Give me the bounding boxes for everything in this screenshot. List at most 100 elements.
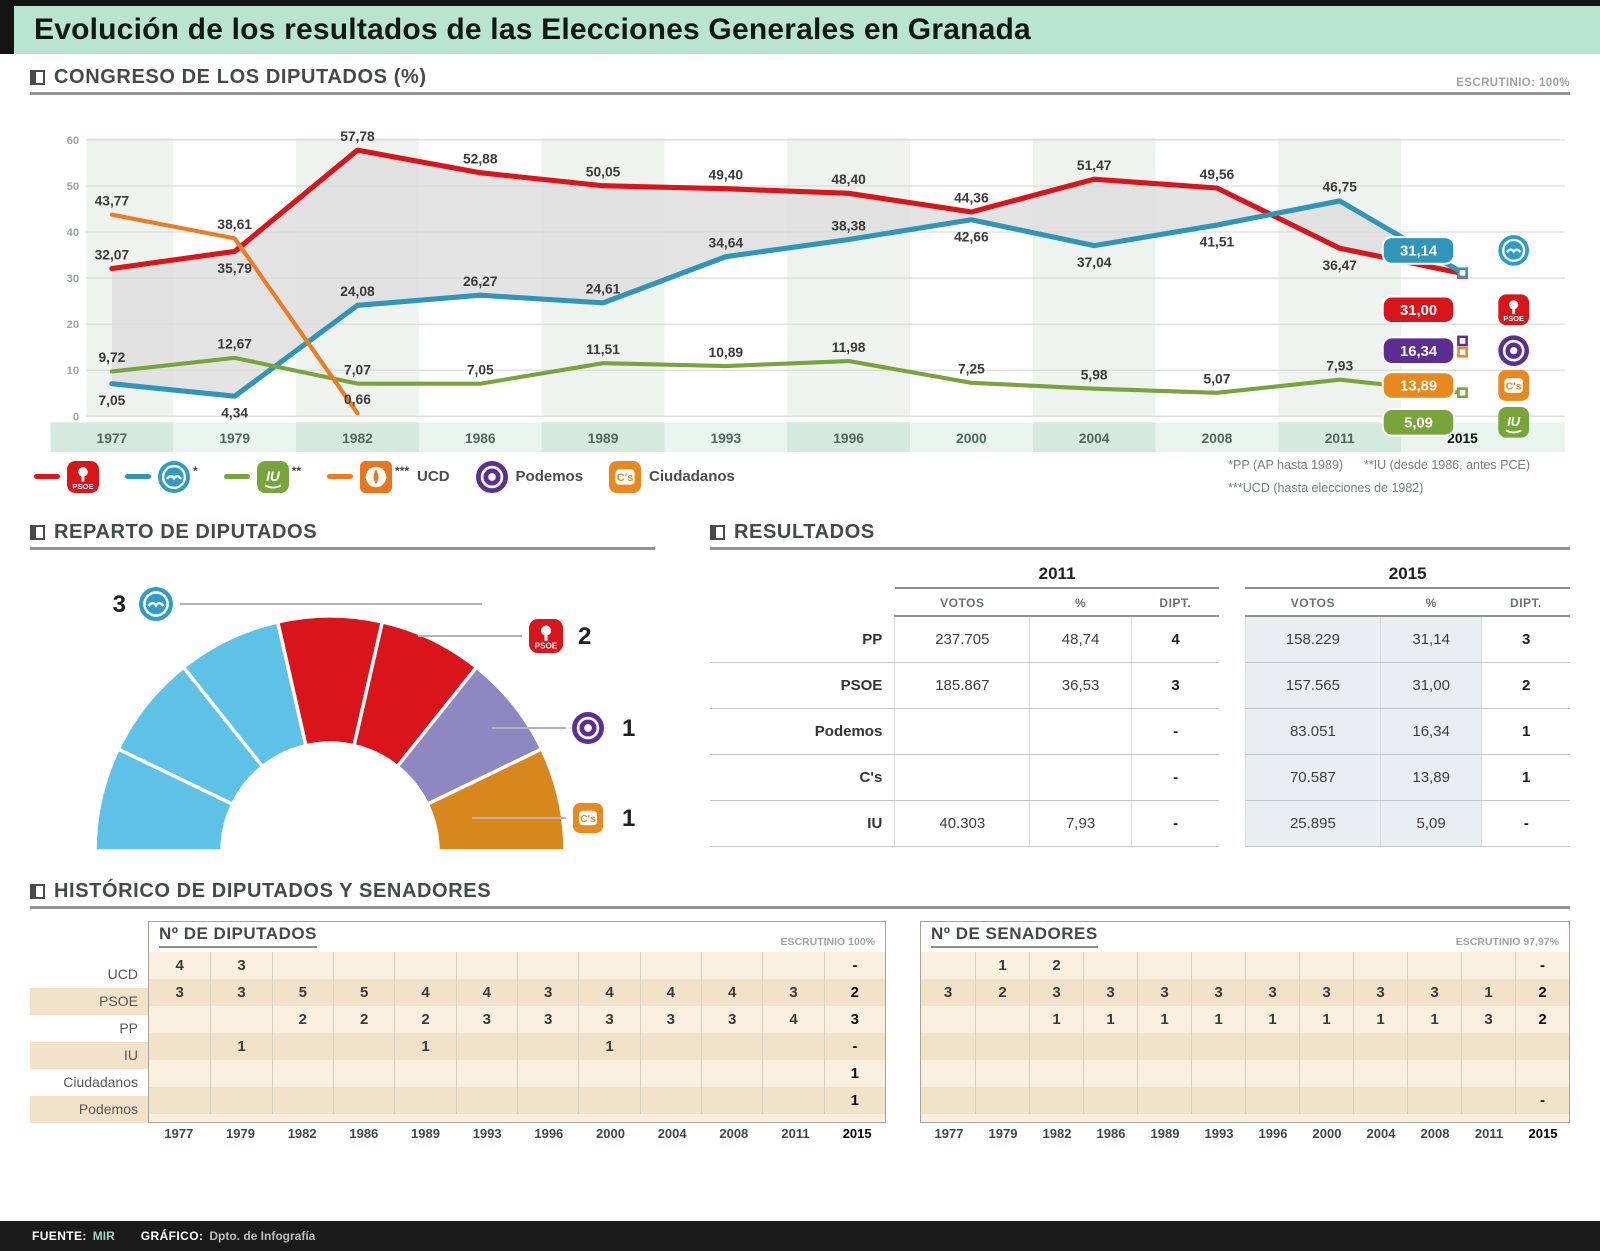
table-cell: 3 bbox=[1191, 979, 1245, 1006]
congress-heading-text: CONGRESO DE LOS DIPUTADOS (%) bbox=[54, 66, 427, 88]
table-cell bbox=[394, 1060, 455, 1087]
seat-wedge-psoe bbox=[351, 619, 479, 770]
resultados-row-psoe: PSOE 185.867 36,53 3 157.565 31,00 2 bbox=[710, 662, 1570, 709]
table-cell: 3 bbox=[1137, 979, 1191, 1006]
table-cell: - bbox=[823, 952, 885, 979]
table-cell bbox=[700, 1033, 762, 1060]
legend-asterisks: * bbox=[193, 463, 198, 478]
historico-section-title: HISTÓRICO DE DIPUTADOS Y SENADORES bbox=[30, 880, 491, 903]
svg-text:26,27: 26,27 bbox=[463, 273, 498, 289]
table-cell bbox=[1029, 1033, 1083, 1060]
svg-text:C's: C's bbox=[617, 472, 634, 484]
year-label: 1996 bbox=[1258, 1126, 1288, 1141]
svg-text:10: 10 bbox=[67, 365, 80, 377]
legend-item-ciudadanos: C's Ciudadanos bbox=[609, 460, 735, 493]
table-cell: 2 bbox=[823, 979, 885, 1006]
svg-text:11,98: 11,98 bbox=[832, 339, 866, 355]
year-group-header: 2015 bbox=[1245, 560, 1570, 589]
footnote-iu: **IU (desde 1986, antes PCE) bbox=[1363, 458, 1530, 472]
legend-item-iu: IU ** bbox=[223, 460, 301, 493]
senadores-heading: Nº DE SENADORES bbox=[931, 924, 1098, 948]
year-label: 2008 bbox=[719, 1126, 749, 1141]
table-cell bbox=[1299, 1033, 1353, 1060]
footnote-pp: *PP (AP hasta 1989) bbox=[1228, 458, 1344, 472]
table-cell: 3 bbox=[1130, 662, 1220, 709]
table-cell bbox=[455, 1060, 517, 1087]
svg-text:2011: 2011 bbox=[1325, 430, 1355, 446]
svg-text:2015: 2015 bbox=[1447, 430, 1478, 446]
seat-wedge-pp bbox=[115, 664, 266, 807]
section-square-icon bbox=[710, 525, 725, 540]
table-cell: 1 bbox=[975, 952, 1029, 979]
table-cell: 1 bbox=[823, 1060, 885, 1087]
svg-text:36,47: 36,47 bbox=[1322, 257, 1357, 273]
table-cell: 3 bbox=[516, 979, 578, 1006]
year-label: 1993 bbox=[472, 1126, 502, 1141]
table-cell: 83.051 bbox=[1244, 708, 1381, 755]
svg-text:1982: 1982 bbox=[342, 430, 373, 446]
table-cell bbox=[1461, 1060, 1515, 1087]
table-cell bbox=[516, 952, 578, 979]
table-cell: 4 bbox=[1130, 616, 1220, 663]
table-cell: 3 bbox=[1353, 979, 1407, 1006]
svg-text:7,25: 7,25 bbox=[958, 361, 985, 377]
table-cell: 2 bbox=[1481, 662, 1570, 709]
table-cell: 5 bbox=[271, 979, 333, 1006]
section-square-icon bbox=[30, 884, 45, 899]
table-cell bbox=[271, 1060, 333, 1087]
svg-text:34,64: 34,64 bbox=[709, 234, 744, 250]
legend-item-pp: * bbox=[125, 460, 198, 493]
table-cell bbox=[1191, 1087, 1245, 1114]
seat-wedge-ciudadanos bbox=[424, 746, 567, 853]
svg-text:PSOE: PSOE bbox=[1503, 314, 1524, 323]
svg-text:2008: 2008 bbox=[1202, 430, 1233, 446]
podemos-party-icon bbox=[475, 460, 508, 493]
svg-text:57,78: 57,78 bbox=[340, 128, 375, 144]
year-label: 2000 bbox=[1312, 1126, 1342, 1141]
footer-graphic-label: GRÁFICO: bbox=[140, 1229, 204, 1243]
year-label: 1996 bbox=[534, 1126, 564, 1141]
table-cell bbox=[1245, 1060, 1299, 1087]
table-cell: 4 bbox=[700, 979, 762, 1006]
legend-dash-iu bbox=[223, 474, 250, 479]
footnote-line-1: *PP (AP hasta 1989) **IU (desde 1986, an… bbox=[1228, 454, 1530, 477]
seat-wedge-psoe bbox=[275, 614, 385, 748]
footer-graphic-value: Dpto. de Infografía bbox=[209, 1229, 316, 1243]
table-cell: 1 bbox=[1481, 708, 1570, 755]
table-cell bbox=[639, 1033, 701, 1060]
table-cell bbox=[975, 1033, 1029, 1060]
legend-dash-psoe bbox=[34, 474, 60, 479]
table-cell bbox=[639, 1087, 701, 1114]
table-cell: 25.895 bbox=[1244, 800, 1381, 847]
table-cell: 3 bbox=[578, 1006, 639, 1033]
table-cell: 3 bbox=[1029, 979, 1083, 1006]
table-cell bbox=[516, 1033, 578, 1060]
table-cell bbox=[921, 1087, 975, 1114]
svg-text:40: 40 bbox=[67, 227, 80, 239]
svg-text:10,89: 10,89 bbox=[709, 344, 744, 360]
table-cell bbox=[1245, 1033, 1299, 1060]
table-cell: 70.587 bbox=[1244, 754, 1381, 801]
svg-text:5,09: 5,09 bbox=[1404, 415, 1433, 431]
psoe-party-icon: PSOE bbox=[67, 460, 99, 493]
table-cell bbox=[639, 1060, 701, 1087]
table-cell bbox=[1137, 1087, 1191, 1114]
resultados-table: 2011 2015 VOTOS% DIPT. VOTOS% DIPT. PP 237.705 4… bbox=[710, 560, 1570, 847]
table-cell bbox=[1029, 708, 1132, 755]
year-label: 1979 bbox=[226, 1126, 255, 1141]
table-cell bbox=[1083, 1060, 1137, 1087]
table-cell bbox=[455, 952, 517, 979]
resultados-row-iu: IU 40.303 7,93-25.895 5,09- bbox=[710, 800, 1570, 847]
year-group-header: 2011 bbox=[894, 560, 1220, 589]
party-name: PSOE bbox=[710, 662, 895, 709]
table-cell: 2 bbox=[271, 1006, 333, 1033]
table-cell: 1 bbox=[1353, 1006, 1407, 1033]
table-cell bbox=[394, 1087, 455, 1114]
table-row bbox=[921, 1033, 1569, 1060]
table-cell bbox=[1191, 952, 1245, 979]
table-cell: 1 bbox=[1299, 1006, 1353, 1033]
resultados-section-header: RESULTADOS bbox=[710, 521, 1570, 550]
svg-text:C's: C's bbox=[580, 814, 596, 825]
svg-text:32,07: 32,07 bbox=[95, 246, 130, 262]
